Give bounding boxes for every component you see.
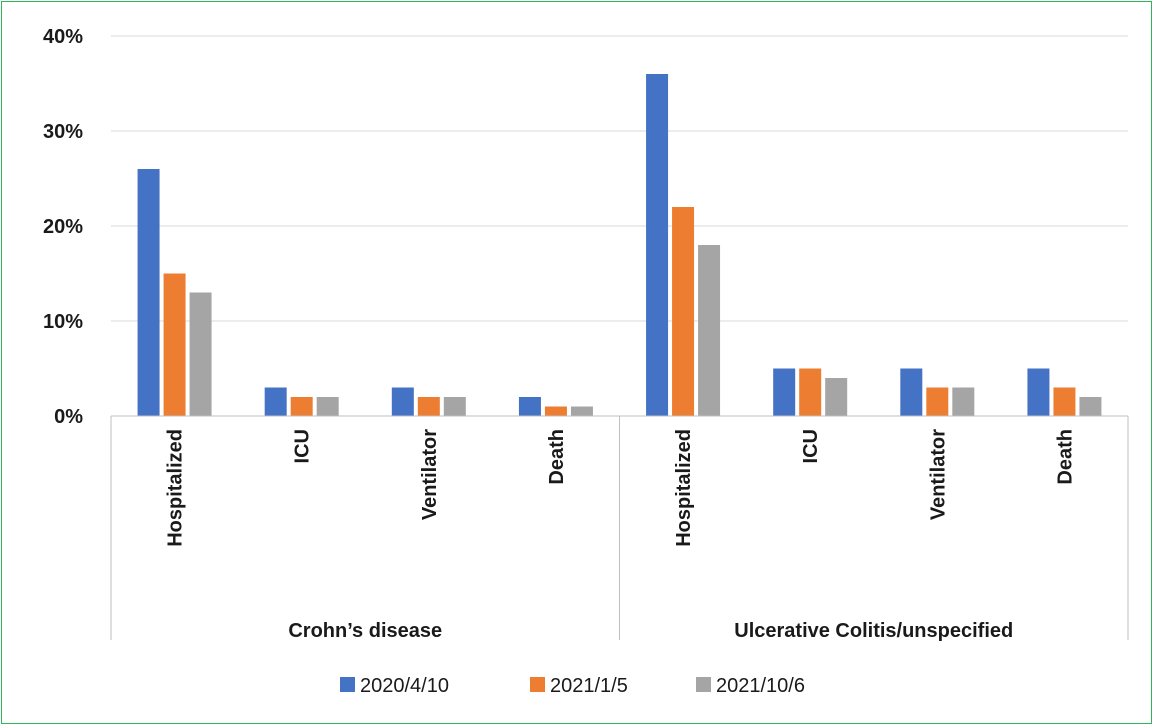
y-tick-label: 0% [54, 406, 83, 428]
legend-swatch [530, 677, 545, 692]
bar-2021-1-5-5 [799, 368, 822, 416]
bar-2021-1-5-7 [1053, 387, 1076, 416]
bar-2020-4-10-3 [518, 397, 541, 416]
bar-2021-1-5-1 [290, 397, 313, 416]
category-label: Hospitalized [673, 429, 695, 547]
bar-2020-4-10-7 [1027, 368, 1050, 416]
group-label: Crohn’s disease [288, 620, 442, 642]
bar-2021-10-6-5 [825, 378, 848, 416]
y-tick-label: 20% [43, 216, 83, 238]
category-label: Death [1054, 429, 1076, 485]
bar-2021-1-5-4 [672, 207, 695, 416]
category-label: Ventilator [927, 429, 949, 520]
legend-label: 2020/4/10 [360, 675, 449, 697]
bars [137, 74, 1102, 416]
bar-2021-1-5-2 [417, 397, 440, 416]
group-labels: Crohn’s disease Ulcerative Colitis/unspec… [288, 620, 1013, 642]
category-label: Hospitalized [165, 429, 187, 547]
y-tick-label: 40% [43, 26, 83, 48]
bar-2020-4-10-2 [391, 387, 414, 416]
y-tick-label: 30% [43, 121, 83, 143]
bar-2021-10-6-6 [952, 387, 975, 416]
legend-swatch [340, 677, 355, 692]
bar-2021-10-6-2 [443, 397, 466, 416]
legend: 2020/4/10 2021/1/5 2021/10/6 [340, 675, 805, 697]
bar-2020-4-10-4 [646, 74, 669, 416]
category-label: ICU [800, 429, 822, 463]
bar-2020-4-10-0 [137, 169, 160, 416]
bar-2021-10-6-0 [189, 292, 212, 416]
bar-2021-10-6-7 [1079, 397, 1102, 416]
y-axis-ticks: 0% 10% 20% 30% 40% [43, 26, 83, 428]
legend-swatch [696, 677, 711, 692]
bar-2020-4-10-6 [900, 368, 923, 416]
category-label: ICU [292, 429, 314, 463]
bar-2020-4-10-5 [773, 368, 796, 416]
group-label: Ulcerative Colitis/unspecified [734, 620, 1013, 642]
bar-2021-1-5-0 [163, 273, 186, 416]
legend-label: 2021/10/6 [716, 675, 805, 697]
bar-2021-1-5-6 [926, 387, 949, 416]
legend-label: 2021/1/5 [550, 675, 628, 697]
category-label: Ventilator [419, 429, 441, 520]
bar-2021-10-6-1 [316, 397, 339, 416]
bar-2021-10-6-3 [570, 406, 593, 416]
gridlines [111, 35, 1128, 322]
bar-2021-10-6-4 [698, 245, 721, 416]
category-label: Death [546, 429, 568, 485]
bar-2020-4-10-1 [264, 387, 287, 416]
bar-2021-1-5-3 [544, 406, 567, 416]
axes [110, 415, 1129, 640]
category-labels: Hospitalized ICU Ventilator Death Hospitaliz… [165, 429, 1077, 547]
y-tick-label: 10% [43, 311, 83, 333]
